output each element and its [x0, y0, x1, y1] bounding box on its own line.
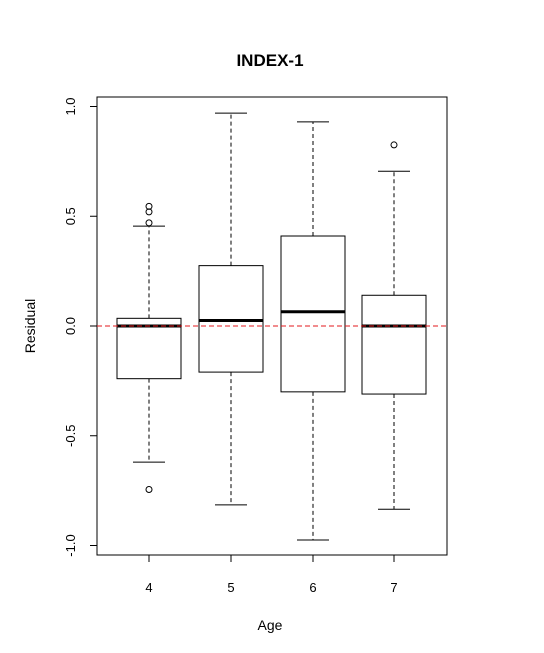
y-axis-label: Residual — [22, 299, 38, 353]
plot-area — [97, 112, 447, 541]
box-iqr — [361, 294, 427, 395]
box-group-6 — [280, 121, 346, 541]
x-tick-label: 5 — [227, 580, 234, 595]
box-group-5 — [198, 112, 264, 506]
box-iqr — [116, 317, 182, 380]
chart-title: INDEX-1 — [236, 51, 303, 70]
outlier-point — [145, 208, 153, 216]
outlier-point — [145, 202, 153, 210]
x-tick-label: 7 — [390, 580, 397, 595]
y-axis: -1.0 -0.5 0.0 0.5 1.0 — [63, 97, 97, 557]
y-tick-label: -1.0 — [63, 534, 78, 556]
outlier-point — [145, 486, 153, 494]
box-iqr — [198, 265, 264, 373]
outlier-point — [145, 219, 153, 227]
y-tick-label: -0.5 — [63, 425, 78, 447]
x-tick-label: 6 — [309, 580, 316, 595]
x-axis-label: Age — [258, 617, 283, 633]
box-group-4 — [116, 202, 182, 494]
outlier-point — [390, 141, 398, 149]
box-iqr — [280, 235, 346, 393]
x-axis: 4 5 6 7 — [145, 555, 398, 595]
x-tick-label: 4 — [145, 580, 152, 595]
y-tick-label: 0.5 — [63, 207, 78, 225]
y-tick-label: 0.0 — [63, 317, 78, 335]
y-tick-label: 1.0 — [63, 97, 78, 115]
